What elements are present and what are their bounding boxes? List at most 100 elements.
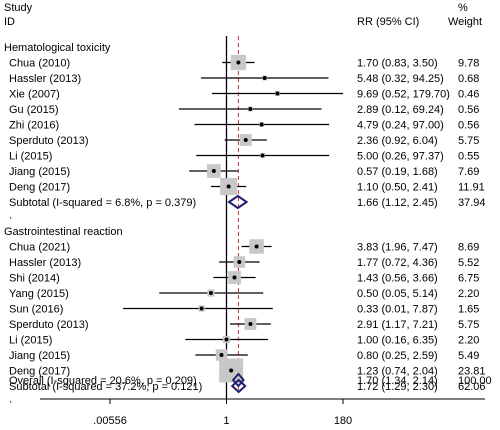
study-label: Deng (2017) <box>9 182 70 194</box>
point-estimate <box>211 169 216 173</box>
study-label: Jiang (2015) <box>9 350 70 362</box>
weight-label: 8.69 <box>458 242 479 254</box>
study-label: Jiang (2015) <box>9 166 70 178</box>
rr-ci-label: 1.77 (0.72, 4.36) <box>357 257 438 269</box>
rr-ci-label: 2.36 (0.92, 6.04) <box>357 135 438 147</box>
point-estimate <box>248 107 253 111</box>
point-estimate <box>229 368 234 373</box>
point-estimate <box>236 60 241 65</box>
point-estimate <box>243 138 248 142</box>
study-label: Xie (2007) <box>9 89 60 101</box>
subtotal-diamond <box>227 194 249 210</box>
x-axis: .00556 1 180 <box>40 398 485 427</box>
study-label: Sperduto (2013) <box>9 135 89 147</box>
weight-label: 1.65 <box>458 304 479 316</box>
x-tick-label: 1 <box>223 415 229 427</box>
header: Study ID RR (95% CI) % Weight <box>4 2 482 28</box>
study-label: Sperduto (2013) <box>9 319 89 331</box>
weight-label: 0.46 <box>458 89 479 101</box>
rr-ci-label: 1.43 (0.56, 3.66) <box>357 273 438 285</box>
weight-label: 23.81 <box>458 366 486 378</box>
subtotal-label: Subtotal (I-squared = 37.2%, p = 0.121) <box>9 381 202 393</box>
x-tick-label: 180 <box>334 415 352 427</box>
study-label: Hassler (2013) <box>9 73 81 85</box>
plot-area: Hematological toxicity Chua (2010) 1.70 (0… <box>4 36 492 406</box>
group-title: Gastrointestinal reaction <box>4 226 123 238</box>
study-label: Yang (2015) <box>9 288 69 300</box>
study-label: Hassler (2013) <box>9 257 81 269</box>
point-estimate <box>232 275 237 280</box>
point-estimate <box>260 153 265 158</box>
subtotal-diamond <box>230 378 247 394</box>
group-separator-dot: . <box>9 210 12 222</box>
weight-label: 5.75 <box>458 319 479 331</box>
point-estimate <box>262 76 267 80</box>
point-estimate <box>259 122 264 127</box>
rr-ci-label: 1.10 (0.50, 2.41) <box>357 182 438 194</box>
header-percent: % <box>458 2 468 14</box>
overall-label: Overall (I-squared = 20.6%, p = 0.209) <box>9 375 197 387</box>
rr-ci-label: 1.70 (0.83, 3.50) <box>357 58 438 70</box>
weight-label: 2.20 <box>458 335 479 347</box>
rr-ci-label: 4.79 (0.24, 97.00) <box>357 120 444 132</box>
weight-label: 11.91 <box>458 182 485 194</box>
header-rr: RR (95% CI) <box>357 16 419 28</box>
point-estimate <box>208 291 213 295</box>
group-title: Hematological toxicity <box>4 42 111 54</box>
weight-label: 0.56 <box>458 120 479 132</box>
study-label: Li (2015) <box>9 335 52 347</box>
study-label: Deng (2017) <box>9 366 70 378</box>
weight-label: 6.75 <box>458 273 479 285</box>
point-estimate <box>275 91 280 96</box>
weight-label: 0.68 <box>458 73 479 85</box>
rr-ci-label: 2.89 (0.12, 69.24) <box>357 104 444 116</box>
rr-ci-label: 1.00 (0.16, 6.35) <box>357 335 438 347</box>
study-label: Zhi (2016) <box>9 120 59 132</box>
subtotal-weight-label: 37.94 <box>458 197 486 209</box>
point-estimate <box>226 184 231 189</box>
weight-label: 5.49 <box>458 350 479 362</box>
weight-label: 9.78 <box>458 58 479 70</box>
weight-label: 5.75 <box>458 135 479 147</box>
study-label: Li (2015) <box>9 151 52 163</box>
rr-ci-label: 9.69 (0.52, 179.70) <box>357 89 450 101</box>
x-tick-label: .00556 <box>93 415 127 427</box>
weight-label: 7.69 <box>458 166 479 178</box>
point-estimate <box>219 353 224 357</box>
point-estimate <box>224 337 229 342</box>
weight-label: 5.52 <box>458 257 479 269</box>
rr-ci-label: 0.80 (0.25, 2.59) <box>357 350 438 362</box>
subtotal-label: Subtotal (I-squared = 6.8%, p = 0.379) <box>9 197 196 209</box>
point-estimate <box>254 244 259 249</box>
rr-ci-label: 5.48 (0.32, 94.25) <box>357 73 444 85</box>
header-weight: Weight <box>448 16 482 28</box>
point-estimate <box>237 260 242 264</box>
study-label: Sun (2016) <box>9 304 63 316</box>
point-estimate <box>248 322 253 326</box>
overall-weight-label: 100.00 <box>458 375 492 387</box>
rr-ci-label: 0.50 (0.05, 5.14) <box>357 288 438 300</box>
rr-ci-label: 2.91 (1.17, 7.21) <box>357 319 438 331</box>
rr-ci-label: 1.23 (0.74, 2.04) <box>357 366 438 378</box>
study-label: Shi (2014) <box>9 273 60 285</box>
weight-label: 0.56 <box>458 104 479 116</box>
overall-ci-label: 1.70 (1.34, 2.14) <box>357 375 438 387</box>
rr-ci-label: 5.00 (0.26, 97.37) <box>357 151 444 163</box>
subtotal-weight-label: 62.06 <box>458 381 486 393</box>
study-label: Chua (2010) <box>9 58 70 70</box>
subtotal-ci-label: 1.66 (1.12, 2.45) <box>357 197 438 209</box>
overall-diamond <box>231 372 245 388</box>
weight-label: 2.20 <box>458 288 479 300</box>
weight-label: 0.55 <box>458 151 479 163</box>
study-label: Chua (2021) <box>9 242 70 254</box>
study-label: Gu (2015) <box>9 104 59 116</box>
rr-ci-label: 0.33 (0.01, 7.87) <box>357 304 438 316</box>
group-separator-dot: . <box>9 394 12 406</box>
header-study: Study <box>4 2 33 14</box>
rr-ci-label: 0.57 (0.19, 1.68) <box>357 166 438 178</box>
point-estimate <box>199 306 204 311</box>
subtotal-ci-label: 1.72 (1.29, 2.30) <box>357 381 438 393</box>
rr-ci-label: 3.83 (1.96, 7.47) <box>357 242 438 254</box>
header-id: ID <box>4 16 15 28</box>
